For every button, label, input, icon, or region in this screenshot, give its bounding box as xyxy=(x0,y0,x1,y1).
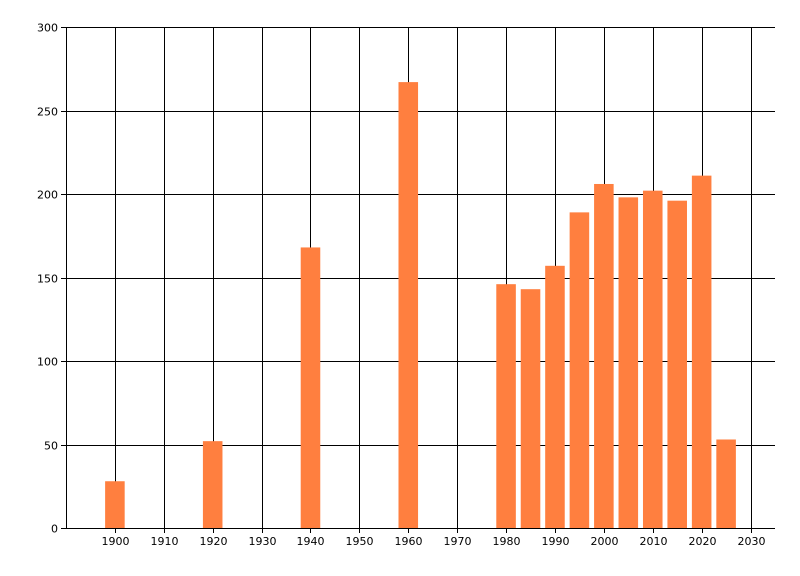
x-axis-tick-labels: 1900 1910 1920 1930 1940 1950 1960 1970 1980 1990… xyxy=(102,535,766,548)
y-tick-label: 100 xyxy=(37,356,58,369)
x-tick-label: 1960 xyxy=(395,535,423,548)
x-tick-label: 1900 xyxy=(102,535,130,548)
x-tick-label: 2010 xyxy=(640,535,668,548)
x-tick-label: 1930 xyxy=(249,535,277,548)
bar-2020 xyxy=(691,175,712,528)
bar-1985 xyxy=(520,289,541,528)
axes xyxy=(61,27,775,533)
x-tick-label: 1940 xyxy=(297,535,325,548)
x-tick-label: 1980 xyxy=(493,535,521,548)
y-axis-tick-labels: 0 50 100 150 200 250 300 xyxy=(37,22,58,536)
x-tick-label: 2020 xyxy=(689,535,717,548)
y-tick-label: 150 xyxy=(37,273,58,286)
bar-2005 xyxy=(618,197,639,528)
bar-series xyxy=(105,82,736,529)
bar-1900 xyxy=(105,481,125,528)
x-tick-label: 2030 xyxy=(738,535,766,548)
y-tick-label: 0 xyxy=(51,523,58,536)
bar-1960 xyxy=(398,82,419,529)
x-tick-label: 1910 xyxy=(151,535,179,548)
x-tick-label: 1950 xyxy=(346,535,374,548)
bar-1980 xyxy=(496,284,516,528)
x-tick-label: 1990 xyxy=(542,535,570,548)
y-tick-label: 50 xyxy=(44,440,58,453)
y-tick-label: 250 xyxy=(37,106,58,119)
bar-1920 xyxy=(202,441,223,528)
bar-2000 xyxy=(594,183,614,529)
x-tick-label: 2000 xyxy=(591,535,619,548)
bar-1990 xyxy=(545,265,565,528)
bar-2015 xyxy=(667,200,687,528)
bar-2010 xyxy=(642,190,663,528)
x-tick-label: 1920 xyxy=(200,535,228,548)
bar-1995 xyxy=(569,212,590,528)
y-tick-label: 200 xyxy=(37,189,58,202)
bar-1940 xyxy=(300,247,321,528)
y-tick-label: 300 xyxy=(37,22,58,35)
x-tick-label: 1970 xyxy=(444,535,472,548)
bar-2025 xyxy=(716,439,736,528)
